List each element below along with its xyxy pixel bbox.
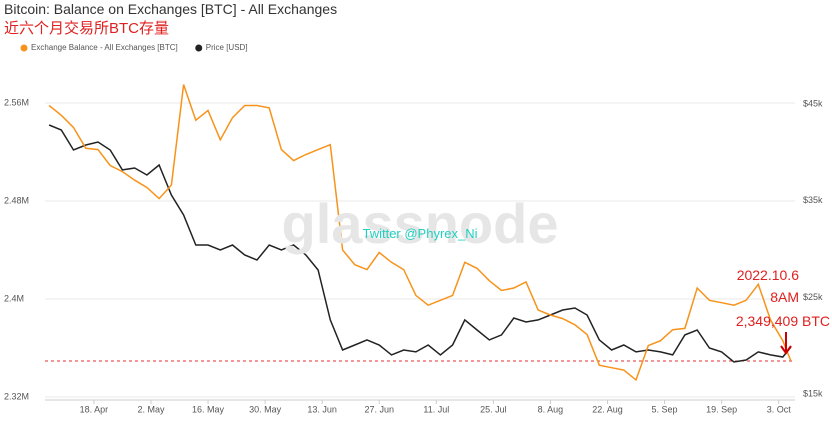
y-tick-label: 2.48M: [4, 195, 29, 205]
credit: Twitter @Phyrex_Ni: [362, 226, 477, 241]
annotation: 8AM: [770, 289, 799, 305]
x-tick-label: 8. Aug: [538, 404, 564, 414]
y2-tick-label: $45k: [803, 98, 823, 108]
x-tick-label: 13. Jun: [307, 404, 337, 414]
chart-subtitle: 近六个月交易所BTC存量: [4, 19, 169, 37]
x-tick-label: 30. May: [249, 404, 282, 414]
watermark: glassnode: [282, 192, 559, 255]
x-tick-label: 11. Jul: [423, 404, 449, 414]
annotation: 2022.10.6: [737, 267, 799, 283]
legend-marker: [20, 44, 28, 52]
legend-label: Price [USD]: [206, 43, 248, 52]
x-tick-label: 18. Apr: [80, 404, 109, 414]
legend-marker: [195, 44, 203, 52]
series-line: [48, 124, 792, 363]
x-tick-label: 3. Oct: [767, 404, 792, 414]
y2-tick-label: $25k: [803, 292, 823, 302]
x-tick-label: 5. Sep: [652, 404, 678, 414]
x-tick-label: 25. Jul: [480, 404, 507, 414]
plot: 2.32M 2.4M 2.48M 2.56M $15k $25k $35k $45k 18. A…: [4, 43, 823, 414]
chart-title: Bitcoin: Balance on Exchanges [BTC] - Al…: [4, 1, 337, 17]
annotation: 2,349,409 BTC: [736, 313, 830, 329]
x-tick-label: 2. May: [137, 404, 165, 414]
x-tick-label: 27. Jun: [364, 404, 394, 414]
legend-label: Exchange Balance - All Exchanges [BTC]: [31, 43, 178, 52]
y-tick-label: 2.56M: [4, 97, 29, 107]
y2-tick-label: $15k: [803, 388, 823, 398]
arrow: [780, 332, 792, 355]
y-tick-label: 2.32M: [4, 391, 29, 401]
y-tick-label: 2.4M: [4, 293, 24, 303]
y2-tick-label: $35k: [803, 195, 823, 205]
x-tick-label: 22. Aug: [592, 404, 623, 414]
series-line: [48, 84, 792, 382]
x-tick-label: 16. May: [192, 404, 225, 414]
x-tick-label: 19. Sep: [706, 404, 737, 414]
